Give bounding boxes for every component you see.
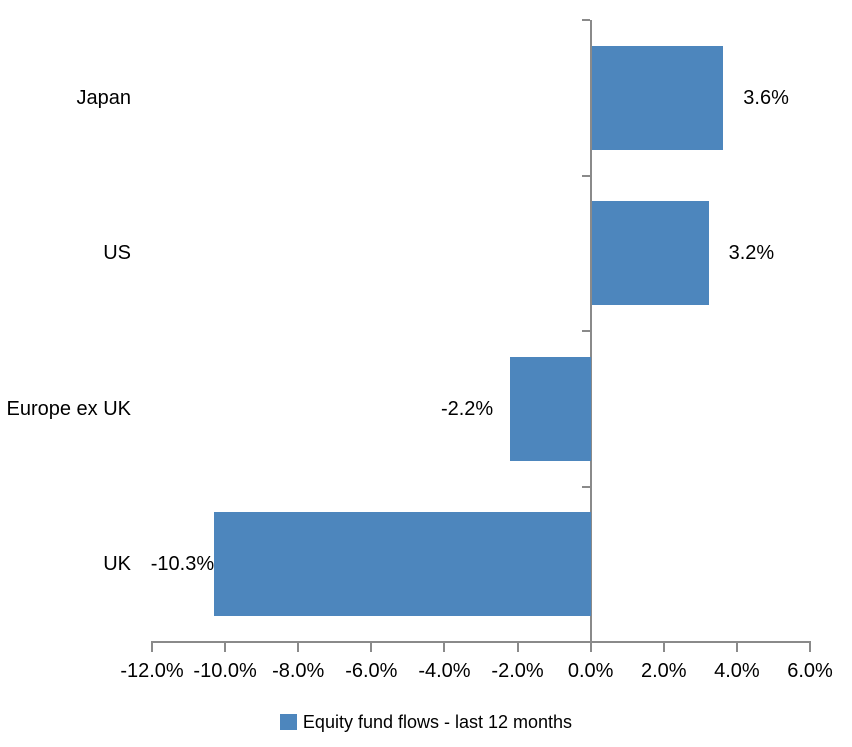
category-boundary-tick xyxy=(581,174,590,177)
category-boundary-tick xyxy=(581,485,590,488)
x-axis-line xyxy=(151,641,811,643)
data-label-us: 3.2% xyxy=(728,242,775,265)
data-label-japan: 3.6% xyxy=(743,86,789,109)
data-label-uk: -10.3% xyxy=(150,553,215,576)
x-tick xyxy=(589,641,592,652)
x-tick xyxy=(224,641,227,652)
x-tick-label: 6.0% xyxy=(787,660,833,682)
category-label-uk: UK xyxy=(103,553,131,576)
category-label-us: US xyxy=(103,242,131,265)
x-tick-label: -6.0% xyxy=(345,660,398,682)
category-label-japan: Japan xyxy=(76,86,132,109)
x-tick-label: -12.0% xyxy=(120,660,184,682)
x-tick xyxy=(516,641,519,652)
x-tick-label: -10.0% xyxy=(193,660,257,682)
data-label-europe-ex-uk: -2.2% xyxy=(440,397,494,420)
legend-swatch-icon xyxy=(279,714,297,730)
bar-uk xyxy=(214,512,591,617)
bar-us xyxy=(591,201,709,306)
bar-japan xyxy=(591,45,724,150)
x-tick xyxy=(297,641,300,652)
x-tick xyxy=(443,641,446,652)
x-tick xyxy=(735,641,738,652)
x-tick xyxy=(370,641,373,652)
category-boundary-tick xyxy=(581,19,590,21)
x-tick-label: -4.0% xyxy=(418,660,471,682)
value-axis-zero-line xyxy=(589,20,592,652)
bar-europe-ex-uk xyxy=(510,356,591,461)
x-tick xyxy=(151,641,153,652)
x-tick-label: 4.0% xyxy=(714,660,760,682)
legend-label: Equity fund flows - last 12 months xyxy=(302,712,573,732)
x-tick xyxy=(809,641,811,652)
legend: Equity fund flows - last 12 months xyxy=(0,710,852,734)
x-tick-label: -8.0% xyxy=(272,660,325,682)
x-tick-label: -2.0% xyxy=(491,660,544,682)
x-tick-label: 2.0% xyxy=(640,660,687,682)
x-tick xyxy=(662,641,665,652)
category-boundary-tick xyxy=(581,330,590,332)
x-tick-label: 0.0% xyxy=(567,660,614,682)
category-label-europe-ex-uk: Europe ex UK xyxy=(6,397,131,420)
